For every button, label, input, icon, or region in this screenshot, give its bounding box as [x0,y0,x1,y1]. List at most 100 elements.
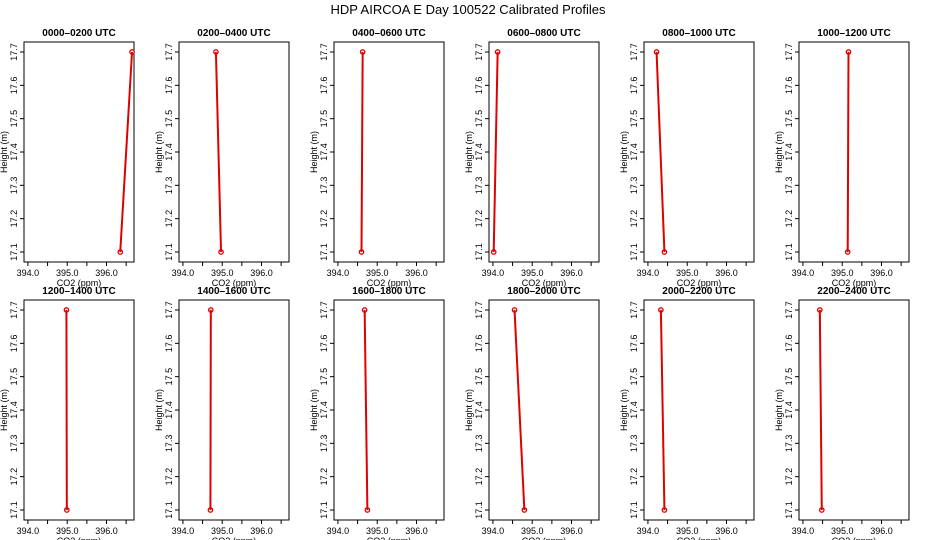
profile-panel: 0400–0600 UTC 394.0 395.0 396.0 17.1 17.2 17.3… [309,28,445,288]
x-tick-label: 394.0 [637,526,660,536]
x-tick-label: 396.0 [560,268,583,278]
y-tick-label: 17.3 [629,435,639,453]
x-axis-label: CO2 (ppm) [522,536,567,540]
y-tick-label: 17.5 [164,110,174,128]
x-axis-label: CO2 (ppm) [832,536,877,540]
x-tick-label: 396.0 [715,268,738,278]
y-tick-label: 17.7 [474,43,484,61]
y-tick-label: 17.5 [9,368,19,386]
data-point-marker [218,249,224,255]
y-tick-label: 17.2 [319,210,329,228]
profile-line [492,51,499,253]
x-tick-label: 396.0 [405,268,428,278]
data-point-marker [521,507,528,513]
y-tick-label: 17.4 [629,401,639,419]
data-point-marker [364,507,371,513]
y-tick-label: 17.4 [474,143,484,161]
plot-frame [333,41,445,263]
y-tick-label: 17.4 [164,401,174,419]
y-axis-label: Height (m) [0,131,9,173]
x-tick-label: 394.0 [172,526,195,536]
y-axis-label: Height (m) [309,389,319,431]
data-point-marker [661,507,668,513]
data-point-marker [361,307,368,313]
y-tick-label: 17.3 [629,177,639,195]
plot-frame [488,41,600,263]
profile-line [659,309,666,511]
y-tick-label: 17.5 [319,110,329,128]
profile-line [363,309,369,511]
profile-line [818,309,823,511]
x-tick-label: 396.0 [560,526,583,536]
y-tick-label: 17.6 [164,77,174,95]
y-tick-label: 17.5 [629,110,639,128]
profile-panel: 1000–1200 UTC 394.0 395.0 396.0 17.1 17.2 17.3… [774,28,910,288]
y-tick-label: 17.3 [784,435,794,453]
y-axis-label: Height (m) [619,131,629,173]
x-tick-label: 396.0 [715,526,738,536]
y-tick-label: 17.5 [474,110,484,128]
y-tick-label: 17.4 [629,143,639,161]
y-tick-label: 17.1 [9,501,19,519]
data-point-marker [63,307,70,313]
profile-panel: 2000–2200 UTC 394.0 395.0 396.0 17.1 17.2 17.3… [619,286,755,540]
y-tick-label: 17.3 [9,435,19,453]
y-tick-label: 17.7 [164,43,174,61]
x-axis-label: CO2 (ppm) [677,278,722,288]
data-point-marker [844,249,851,255]
y-tick-label: 17.7 [9,301,19,319]
y-tick-label: 17.2 [164,210,174,228]
x-tick-label: 395.0 [56,268,79,278]
data-point-marker [117,249,124,255]
x-tick-label: 396.0 [870,268,893,278]
profile-panel: 0800–1000 UTC 394.0 395.0 396.0 17.1 17.2 17.3… [619,28,755,288]
y-tick-label: 17.7 [319,43,329,61]
profile-panel: 0200–0400 UTC 394.0 395.0 396.0 17.1 17.2 17.3… [154,28,290,288]
x-axis-label: CO2 (ppm) [522,278,567,288]
y-tick-label: 17.5 [784,110,794,128]
panel-title: 0000–0200 UTC [42,28,115,39]
panel-title: 0600–0800 UTC [507,28,580,39]
y-axis-label: Height (m) [154,389,164,431]
y-tick-label: 17.1 [9,243,19,261]
data-point-marker [490,249,497,255]
data-point-marker [653,49,660,55]
y-tick-label: 17.7 [629,301,639,319]
y-tick-label: 17.2 [629,210,639,228]
y-tick-label: 17.1 [784,501,794,519]
panel-title: 1000–1200 UTC [817,28,890,39]
data-point-marker [816,307,823,313]
y-tick-label: 17.1 [629,243,639,261]
y-tick-label: 17.7 [474,301,484,319]
data-point-marker [494,49,501,55]
x-tick-label: 394.0 [637,268,660,278]
x-axis-label: CO2 (ppm) [212,536,257,540]
data-point-marker [358,249,365,255]
y-tick-label: 17.1 [629,501,639,519]
y-tick-label: 17.7 [319,301,329,319]
x-tick-label: 396.0 [870,526,893,536]
y-tick-label: 17.7 [784,43,794,61]
y-tick-label: 17.2 [784,468,794,486]
y-tick-label: 17.7 [164,301,174,319]
y-tick-label: 17.5 [319,368,329,386]
x-tick-label: 394.0 [792,268,815,278]
x-tick-label: 395.0 [676,526,699,536]
profile-line [513,309,526,511]
y-tick-label: 17.1 [164,501,174,519]
profile-line [655,51,666,253]
y-tick-label: 17.4 [319,401,329,419]
x-tick-label: 395.0 [521,526,544,536]
y-axis-label: Height (m) [0,389,9,431]
profile-line [119,51,134,253]
y-axis-label: Height (m) [774,131,784,173]
y-tick-label: 17.4 [784,143,794,161]
x-axis-label: CO2 (ppm) [832,278,877,288]
x-tick-label: 396.0 [250,268,273,278]
panel-title: 1200–1400 UTC [42,286,115,297]
panel-title: 0200–0400 UTC [197,28,270,39]
profile-panel: 0600–0800 UTC 394.0 395.0 396.0 17.1 17.2 17.3… [464,28,600,288]
y-tick-label: 17.2 [9,468,19,486]
data-point-marker [213,49,219,55]
y-tick-label: 17.7 [784,301,794,319]
